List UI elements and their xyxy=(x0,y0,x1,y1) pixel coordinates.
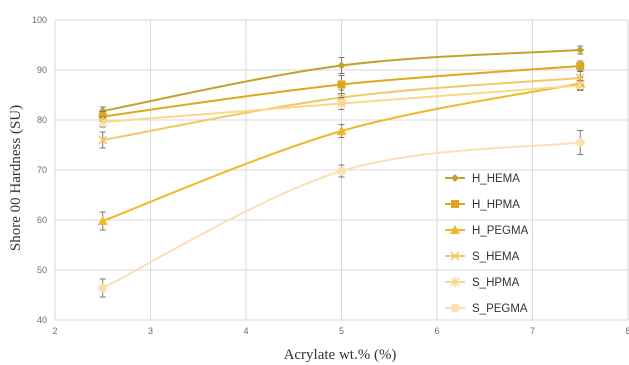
x-tick-labels: 2 3 4 5 6 7 8 xyxy=(52,326,629,336)
data-point xyxy=(336,126,347,135)
legend-label: H_HEMA xyxy=(472,173,520,185)
legend-marker xyxy=(450,277,460,287)
data-point xyxy=(337,80,346,89)
legend-marker xyxy=(451,174,459,182)
legend-item: H_HEMA xyxy=(445,173,520,185)
legend-marker xyxy=(450,251,460,261)
y-tick-labels: 40 50 60 70 80 90 100 xyxy=(32,15,47,325)
legend-label: H_HPMA xyxy=(472,199,520,211)
data-point xyxy=(337,166,346,176)
legend-label: S_HEMA xyxy=(472,251,520,263)
legend-label: S_PEGMA xyxy=(472,303,528,315)
x-tick-label: 4 xyxy=(243,326,248,336)
series-S_HPMA xyxy=(98,80,585,128)
data-point xyxy=(98,135,108,145)
x-tick-label: 6 xyxy=(434,326,439,336)
legend-label: H_PEGMA xyxy=(472,225,529,237)
data-point xyxy=(576,62,585,70)
legend-label: S_HPMA xyxy=(472,277,520,289)
legend-item: H_HPMA xyxy=(445,199,520,211)
data-point xyxy=(575,138,585,147)
data-point xyxy=(337,98,346,109)
legend-marker xyxy=(451,200,459,208)
y-tick-label: 80 xyxy=(37,115,47,125)
series-lines xyxy=(97,45,586,298)
x-axis-title: Acrylate wt.% (%) xyxy=(284,347,397,363)
data-point xyxy=(97,216,108,225)
x-tick-label: 8 xyxy=(625,326,629,336)
legend-item: S_PEGMA xyxy=(445,303,528,315)
legend-item: S_HPMA xyxy=(445,277,520,289)
y-tick-label: 90 xyxy=(37,65,47,75)
y-tick-label: 50 xyxy=(37,265,47,275)
x-tick-label: 3 xyxy=(148,326,153,336)
x-tick-label: 5 xyxy=(339,326,344,336)
y-tick-label: 70 xyxy=(37,165,47,175)
data-point xyxy=(98,117,108,127)
legend-marker xyxy=(450,225,460,234)
data-point xyxy=(337,61,346,70)
data-point xyxy=(98,283,108,293)
legend-item: H_PEGMA xyxy=(445,225,529,237)
data-point xyxy=(575,80,585,91)
x-tick-label: 7 xyxy=(530,326,535,336)
legend-marker xyxy=(450,303,460,313)
y-tick-label: 60 xyxy=(37,215,47,225)
legend: H_HEMA H_HPMA H_PEGMA S_HEMA S_HPMA S_PEGMA xyxy=(445,173,529,315)
x-tick-label: 2 xyxy=(52,326,57,336)
legend-item: S_HEMA xyxy=(445,251,520,263)
y-axis-title: Shore 00 Hardness (SU) xyxy=(8,105,24,251)
y-tick-label: 40 xyxy=(37,315,47,325)
series-S_PEGMA xyxy=(98,130,585,298)
y-tick-label: 100 xyxy=(32,15,47,25)
data-point xyxy=(576,46,585,54)
